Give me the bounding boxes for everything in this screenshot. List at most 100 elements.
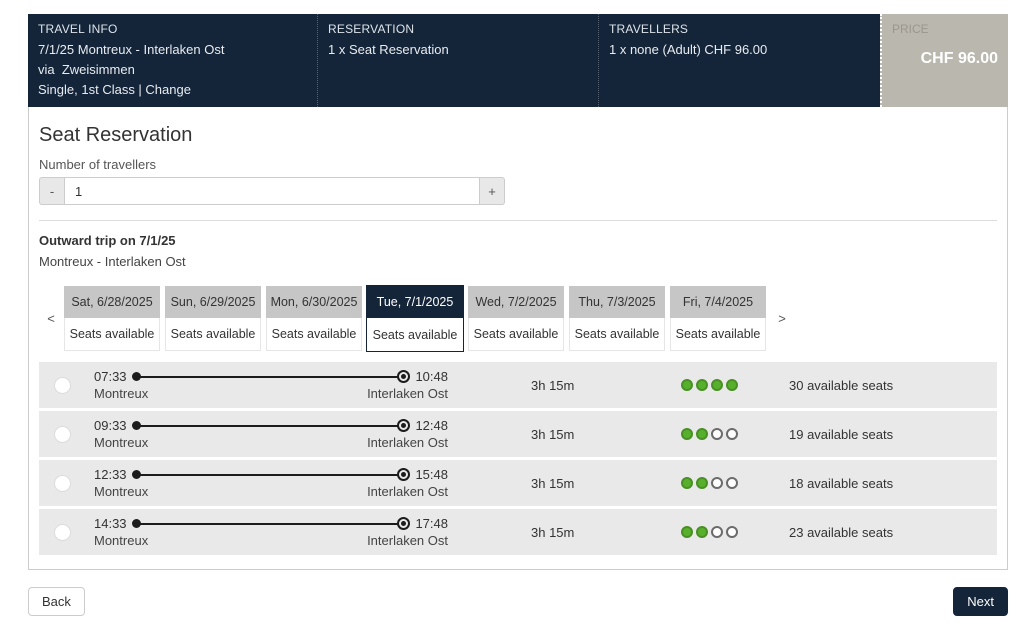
date-tab-status: Seats available — [266, 318, 362, 351]
departure-station: Montreux — [94, 484, 149, 499]
date-tab-status: Seats available — [367, 318, 463, 351]
back-button[interactable]: Back — [28, 587, 85, 616]
trip-duration: 3h 15m — [531, 377, 575, 393]
arrival-target-icon — [397, 468, 411, 481]
arrival-time: 17:48 — [415, 516, 448, 531]
travel-info-class: Single, 1st Class | Change — [38, 80, 307, 100]
date-tab[interactable]: Mon, 6/30/2025 Seats available — [265, 285, 363, 352]
date-tab-status: Seats available — [670, 318, 766, 351]
price-box: PRICE CHF 96.00 — [880, 14, 1008, 107]
trip-duration: 3h 15m — [531, 524, 575, 540]
trip-row: 09:33 12:48 Montreux Interlaken Ost 3h 1… — [39, 411, 997, 457]
journey-line — [139, 522, 399, 525]
travellers-summary: 1 x none (Adult) CHF 96.00 — [609, 42, 768, 57]
journey: 07:33 10:48 Montreux Interlaken Ost — [94, 369, 448, 401]
departure-time: 14:33 — [94, 516, 127, 531]
available-seats-text: 19 available seats — [789, 426, 894, 442]
date-tab-status: Seats available — [165, 318, 261, 351]
trip-row: 12:33 15:48 Montreux Interlaken Ost 3h 1… — [39, 460, 997, 506]
journey-times: 14:33 17:48 — [94, 516, 448, 531]
journey-times: 12:33 15:48 — [94, 467, 448, 482]
date-tab[interactable]: Sat, 6/28/2025 Seats available — [63, 285, 161, 352]
journey: 14:33 17:48 Montreux Interlaken Ost — [94, 516, 448, 548]
availability-dots — [681, 379, 789, 391]
departure-dot-icon — [131, 519, 141, 528]
travellers-count-input[interactable] — [64, 177, 480, 205]
available-seats-text: 23 available seats — [789, 524, 894, 540]
availability-dot-filled — [681, 526, 693, 538]
journey-stations: Montreux Interlaken Ost — [94, 484, 448, 499]
availability-dot-filled — [696, 428, 708, 440]
travel-info-via: via Zweisimmen — [38, 62, 135, 77]
availability-dots — [681, 428, 789, 440]
availability-dot-filled — [696, 526, 708, 538]
journey: 09:33 12:48 Montreux Interlaken Ost — [94, 418, 448, 450]
departure-dot-icon — [131, 421, 141, 430]
departure-time: 12:33 — [94, 467, 127, 482]
availability-dot-filled — [726, 379, 738, 391]
date-tab[interactable]: Tue, 7/1/2025 Seats available — [366, 285, 464, 352]
journey-line — [139, 473, 399, 476]
departure-station: Montreux — [94, 533, 149, 548]
date-tab-label: Sat, 6/28/2025 — [64, 286, 160, 318]
journey-stations: Montreux Interlaken Ost — [94, 533, 448, 548]
trip-select-radio[interactable] — [54, 523, 71, 541]
available-seats-text: 30 available seats — [789, 377, 894, 393]
availability-dot-filled — [696, 379, 708, 391]
date-tabs-container: Sat, 6/28/2025 Seats available Sun, 6/29… — [63, 285, 770, 352]
section-divider — [39, 220, 997, 221]
date-tab[interactable]: Wed, 7/2/2025 Seats available — [467, 285, 565, 352]
date-tab-status: Seats available — [64, 318, 160, 351]
arrival-time: 10:48 — [415, 369, 448, 384]
increase-travellers-button[interactable]: + — [480, 177, 505, 205]
date-tab-label: Mon, 6/30/2025 — [266, 286, 362, 318]
date-tab[interactable]: Sun, 6/29/2025 Seats available — [164, 285, 262, 352]
availability-dot-filled — [681, 477, 693, 489]
date-tabstrip: < Sat, 6/28/2025 Seats available Sun, 6/… — [39, 285, 997, 352]
trip-select-radio[interactable] — [54, 474, 71, 492]
available-seats-text: 18 available seats — [789, 475, 894, 491]
journey-times: 09:33 12:48 — [94, 418, 448, 433]
price-value: CHF 96.00 — [920, 50, 998, 67]
journey-track — [131, 468, 411, 481]
date-tab[interactable]: Fri, 7/4/2025 Seats available — [669, 285, 767, 352]
arrival-target-icon — [397, 370, 411, 383]
travel-info-label: TRAVEL INFO — [38, 22, 118, 36]
journey-stations: Montreux Interlaken Ost — [94, 386, 448, 401]
journey-track — [131, 517, 411, 530]
availability-dot-empty — [711, 477, 723, 489]
arrival-target-icon — [397, 517, 411, 530]
arrival-target-icon — [397, 419, 411, 432]
date-tab-label: Wed, 7/2/2025 — [468, 286, 564, 318]
journey-track — [131, 370, 411, 383]
change-link[interactable]: Change — [145, 82, 191, 97]
travel-class-text: Single, 1st Class | — [38, 82, 146, 97]
decrease-travellers-button[interactable]: - — [39, 177, 64, 205]
availability-dot-empty — [726, 526, 738, 538]
travel-info-section: TRAVEL INFO 7/1/25 Montreux - Interlaken… — [28, 14, 317, 107]
date-tab-label: Fri, 7/4/2025 — [670, 286, 766, 318]
trip-select-radio[interactable] — [54, 376, 71, 394]
departure-time: 09:33 — [94, 418, 127, 433]
journey-track — [131, 419, 411, 432]
journey-line — [139, 375, 399, 378]
travel-info-route: 7/1/25 Montreux - Interlaken Ost — [38, 42, 225, 57]
journey: 12:33 15:48 Montreux Interlaken Ost — [94, 467, 448, 499]
booking-summary-bar: TRAVEL INFO 7/1/25 Montreux - Interlaken… — [28, 14, 1008, 107]
availability-dot-empty — [726, 477, 738, 489]
next-button[interactable]: Next — [953, 587, 1008, 616]
next-dates-button[interactable]: > — [770, 285, 794, 352]
trip-list: 07:33 10:48 Montreux Interlaken Ost 3h 1… — [39, 362, 997, 555]
departure-dot-icon — [131, 470, 141, 479]
date-tab-status: Seats available — [569, 318, 665, 351]
date-tab[interactable]: Thu, 7/3/2025 Seats available — [568, 285, 666, 352]
previous-dates-button[interactable]: < — [39, 285, 63, 352]
price-label: PRICE — [892, 22, 929, 36]
trip-select-radio[interactable] — [54, 425, 71, 443]
travellers-label: TRAVELLERS — [609, 22, 689, 36]
availability-dot-empty — [726, 428, 738, 440]
availability-dot-filled — [681, 379, 693, 391]
departure-station: Montreux — [94, 435, 149, 450]
date-tab-label: Sun, 6/29/2025 — [165, 286, 261, 318]
